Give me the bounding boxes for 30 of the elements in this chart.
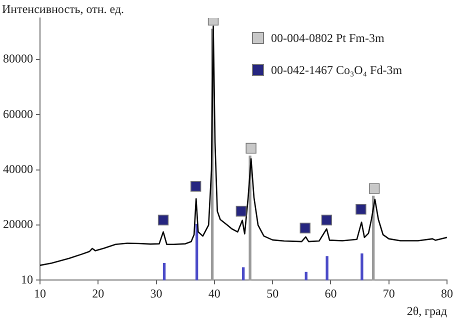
- y-tick-label: 40000: [3, 162, 33, 176]
- x-tick-label: 40: [208, 286, 220, 301]
- point: [321, 214, 332, 226]
- x-axis-title: 2θ, град: [406, 304, 447, 318]
- y-tick-label: 60000: [3, 106, 33, 121]
- legend-label: 00-004-0802 Pt Fm-3m: [271, 30, 384, 46]
- point: [368, 183, 380, 194]
- point: [158, 214, 169, 226]
- y-tick-label: 10: [21, 272, 33, 286]
- bar: [162, 263, 166, 280]
- bar: [304, 272, 308, 280]
- x-tick-label: 80: [441, 286, 453, 301]
- point: [236, 206, 247, 217]
- y-axis-title: Интенсивность, отн. ед.: [2, 2, 124, 17]
- x-tick-label: 70: [382, 286, 395, 301]
- point: [300, 222, 310, 234]
- x-tick-label: 10: [34, 286, 46, 301]
- bar: [360, 253, 364, 280]
- bar: [326, 256, 328, 280]
- point: [356, 204, 366, 215]
- x-tick-label: 50: [266, 286, 279, 301]
- legend-label: 00-042-1467 Co₃O₄ Fd-3m: [271, 62, 402, 78]
- bar: [242, 267, 245, 280]
- x-tick-label: 60: [324, 286, 337, 301]
- point: [246, 142, 256, 154]
- x-tick-label: 20: [92, 286, 104, 301]
- y-tick-label: 80000: [3, 52, 33, 66]
- point: [190, 181, 202, 192]
- y-tick-label: 20000: [3, 217, 33, 232]
- x-tick-label: 30: [150, 286, 162, 301]
